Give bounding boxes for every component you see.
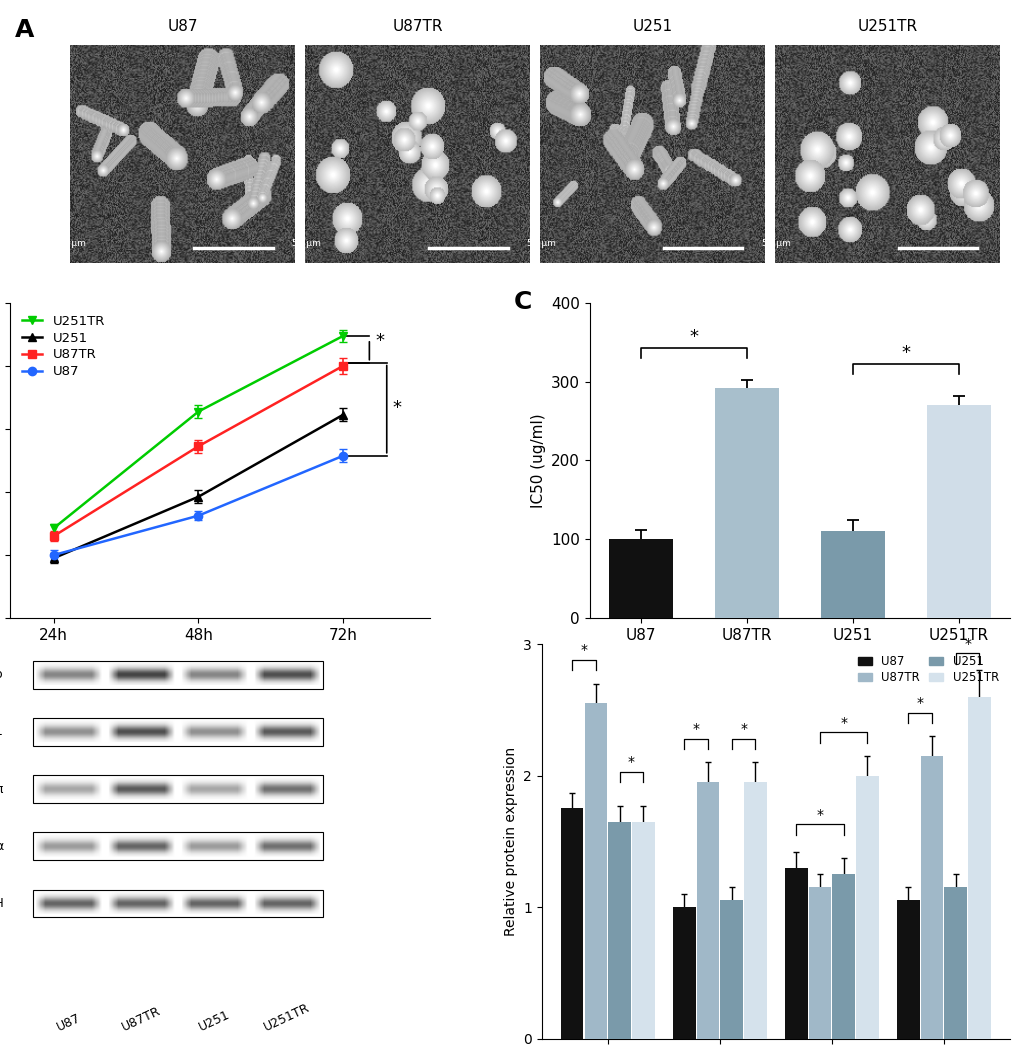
Bar [607, 821, 631, 1039]
Text: U87TR: U87TR [392, 20, 442, 35]
Text: U251TR: U251TR [262, 1001, 312, 1033]
Legend: U87, U87TR, U251, U251TR: U87, U87TR, U251, U251TR [852, 650, 1003, 689]
Text: *: * [815, 808, 822, 821]
Bar [34, 661, 323, 688]
Text: U251: U251 [197, 1008, 231, 1033]
Bar [608, 539, 672, 618]
Bar [896, 900, 919, 1039]
Y-axis label: Relative protein expression: Relative protein expression [503, 747, 518, 936]
Bar [832, 874, 854, 1039]
Text: *: * [916, 695, 923, 710]
Bar [560, 809, 583, 1039]
Bar [785, 868, 807, 1039]
Bar [719, 900, 742, 1039]
Text: U87: U87 [167, 20, 198, 35]
Y-axis label: IC50 (ug/ml): IC50 (ug/ml) [530, 413, 545, 508]
Bar [820, 532, 883, 618]
Text: MRP1: MRP1 [0, 726, 4, 738]
Bar [855, 775, 877, 1039]
Text: P-gp: P-gp [0, 668, 4, 681]
Bar [696, 783, 718, 1039]
Text: *: * [740, 722, 746, 736]
Bar [34, 775, 323, 802]
Text: GST-π: GST-π [0, 783, 4, 795]
Text: U87TR: U87TR [120, 1004, 163, 1033]
Text: C: C [514, 291, 532, 314]
Bar [808, 887, 830, 1039]
Text: *: * [840, 715, 847, 730]
Text: U251: U251 [632, 20, 672, 35]
Text: *: * [689, 328, 698, 346]
Bar [673, 907, 695, 1039]
Text: A: A [15, 19, 35, 42]
Text: *: * [901, 344, 910, 362]
Bar [584, 703, 606, 1039]
Text: *: * [580, 643, 587, 658]
Text: GAPDH: GAPDH [0, 897, 4, 909]
Bar [34, 833, 323, 860]
Bar [632, 821, 654, 1039]
Text: *: * [963, 637, 970, 650]
Text: *: * [628, 755, 635, 769]
Text: *: * [375, 333, 384, 350]
Text: *: * [392, 399, 401, 416]
Bar [920, 756, 943, 1039]
Legend: U251TR, U251, U87TR, U87: U251TR, U251, U87TR, U87 [16, 309, 110, 384]
Bar [34, 719, 323, 746]
Text: *: * [692, 722, 699, 736]
Text: Topo IIα: Topo IIα [0, 840, 4, 853]
Bar [926, 405, 989, 618]
Bar [714, 388, 777, 618]
Text: U87: U87 [55, 1011, 83, 1033]
Bar [967, 697, 989, 1039]
Bar [744, 783, 766, 1039]
Bar [34, 890, 323, 917]
Text: U251TR: U251TR [856, 20, 916, 35]
Bar [944, 887, 966, 1039]
